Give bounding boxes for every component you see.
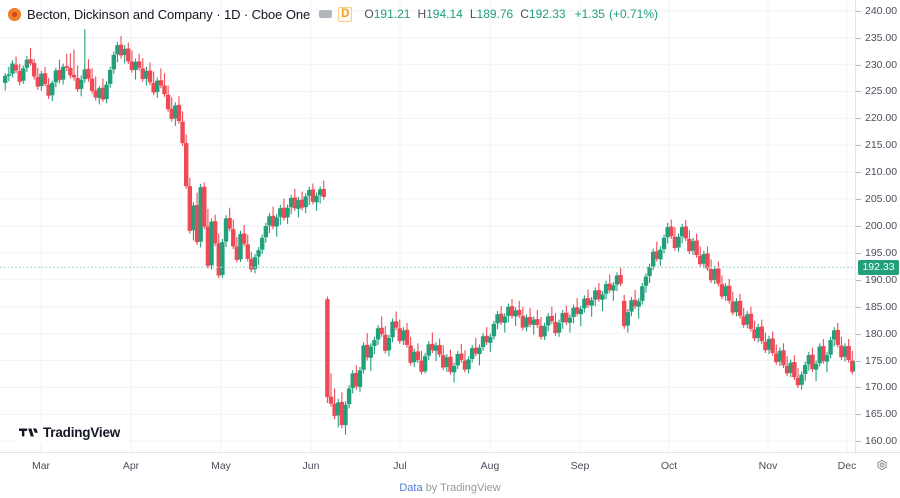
price-tick: 240.00 [856,4,900,18]
clock-icon[interactable] [875,459,889,473]
time-tick: Apr [122,460,140,472]
eye-dash-icon[interactable] [319,10,333,18]
tradingview-watermark[interactable]: TradingView [14,422,131,443]
price-tick: 190.00 [856,273,900,287]
vertical-gridlines [40,0,848,452]
price-tick: 215.00 [856,138,900,152]
footer-rest: by TradingView [422,482,501,494]
watermark-label: TradingView [43,425,121,440]
time-tick: Dec [837,460,857,472]
chart-footer: Data by TradingView [0,478,900,498]
candle-series [3,29,855,435]
horizontal-gridlines [0,10,855,442]
ohlc-values: O 191.21 H 194.14 L 189.76 C 192.33 +1.35 (+… [364,7,658,21]
price-tick: 165.00 [856,407,900,421]
price-tick: 175.00 [856,354,900,368]
price-tick: 220.00 [856,111,900,125]
chart-legend: Becton, Dickinson and Company · 1D · Cbo… [8,4,658,24]
price-tick: 225.00 [856,84,900,98]
time-tick: Aug [480,460,500,472]
time-tick: Jul [393,460,407,472]
chart-plot-area[interactable] [0,0,855,452]
price-tick: 160.00 [856,434,900,448]
price-tick: 230.00 [856,58,900,72]
change-percent: (+0.71%) [608,7,658,21]
time-tick: Jun [302,460,320,472]
close-value: 192.33 [528,7,566,21]
data-link[interactable]: Data [399,482,423,494]
tradingview-logo-icon [19,428,38,437]
time-tick: Mar [31,460,51,472]
low-value: 189.76 [476,7,514,21]
time-tick: Oct [660,460,678,472]
symbol-title[interactable]: Becton, Dickinson and Company · 1D · Cbo… [27,6,311,22]
time-tick: Nov [758,460,778,472]
time-tick: May [211,460,231,472]
price-tick: 235.00 [856,31,900,45]
price-tick: 170.00 [856,380,900,394]
price-tick: 200.00 [856,219,900,233]
candlestick-canvas [0,0,855,452]
interval-badge[interactable]: D [338,6,353,22]
open-label: O [364,7,374,21]
price-tick: 185.00 [856,300,900,314]
change-value: +1.35 [574,7,605,21]
high-value: 194.14 [426,7,463,21]
bd-logo-icon [8,7,21,21]
current-price-badge: 192.33 [858,259,899,275]
price-tick: 210.00 [856,165,900,179]
price-axis[interactable]: 240.00 235.00 230.00 225.00 220.00 215.00 210.… [855,0,900,452]
open-value: 191.21 [373,7,411,21]
close-label: C [520,7,529,21]
price-tick: 205.00 [856,192,900,206]
price-tick: 180.00 [856,327,900,341]
high-label: H [417,7,427,21]
time-tick: Sep [570,460,590,472]
price-tick: 195.00 [856,246,900,260]
time-axis[interactable]: Mar Apr May Jun Jul Aug Sep Oct Nov Dec [0,452,900,478]
low-label: L [469,7,477,21]
